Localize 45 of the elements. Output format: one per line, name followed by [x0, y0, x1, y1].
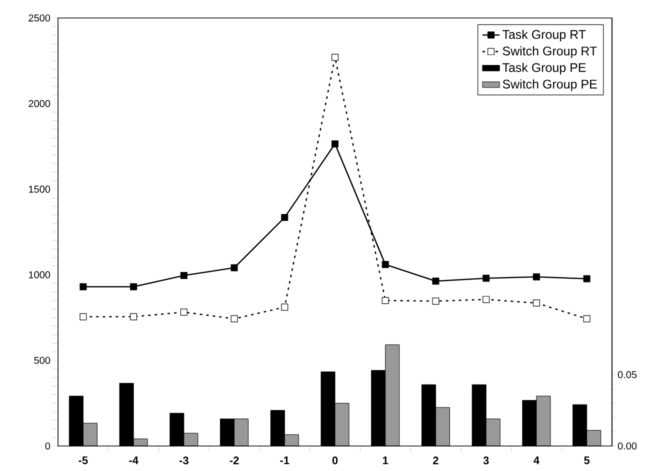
point: [532, 273, 540, 280]
point: [332, 140, 339, 148]
point: [281, 304, 288, 311]
y2-tick-label: 0.00: [618, 442, 637, 450]
y-tick-label: 1500: [29, 186, 50, 193]
point: [130, 283, 138, 290]
point: [80, 313, 87, 320]
x-tick-label: -5: [78, 456, 88, 464]
x-tick-label: 4: [534, 456, 540, 464]
point: [583, 315, 590, 322]
y-tick-label: 500: [34, 356, 50, 364]
y2-tick-label: 0.05: [618, 371, 637, 378]
point: [482, 296, 490, 303]
x-tick-label: -3: [179, 456, 188, 464]
point: [130, 313, 138, 320]
y-tick-label: 2500: [28, 14, 50, 22]
point: [281, 214, 288, 221]
x-tick-label: 5: [584, 456, 590, 464]
y-tick-label: 1000: [29, 271, 50, 278]
x-tick-label: 3: [483, 456, 489, 464]
point: [382, 296, 389, 304]
point: [80, 283, 87, 290]
x-tick-label: -1: [280, 456, 290, 464]
point: [532, 300, 540, 307]
y-tick-label: 0: [45, 442, 50, 450]
point: [432, 278, 440, 285]
x-tick-label: -4: [129, 456, 138, 464]
point: [583, 275, 590, 282]
x-tick-label: 0: [332, 456, 338, 464]
point: [382, 261, 389, 268]
x-tick-label: 1: [382, 456, 388, 464]
legend-label: Task Group RT: [502, 30, 586, 42]
x-tick-label: -2: [230, 456, 239, 464]
point: [332, 54, 339, 61]
point: [432, 298, 440, 305]
x-tick-label: 2: [433, 456, 438, 464]
legend-label: Task Group PE: [502, 62, 586, 74]
point: [230, 264, 238, 272]
legend-label: Switch Group RT: [502, 46, 597, 58]
point: [180, 272, 188, 279]
point: [230, 315, 238, 322]
point: [482, 274, 490, 282]
point: [180, 308, 188, 316]
legend-label: Switch Group PE: [502, 79, 597, 92]
y-tick-label: 2000: [28, 100, 50, 108]
